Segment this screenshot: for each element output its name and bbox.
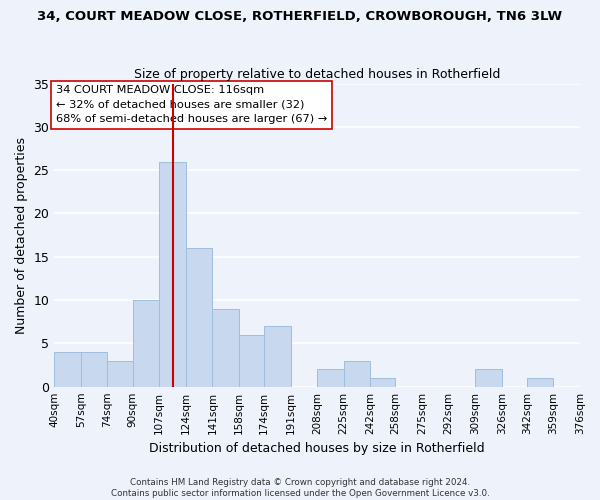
Bar xyxy=(212,308,239,386)
X-axis label: Distribution of detached houses by size in Rotherfield: Distribution of detached houses by size … xyxy=(149,442,485,455)
Title: Size of property relative to detached houses in Rotherfield: Size of property relative to detached ho… xyxy=(134,68,500,81)
Bar xyxy=(475,370,502,386)
Y-axis label: Number of detached properties: Number of detached properties xyxy=(15,136,28,334)
Bar xyxy=(317,370,344,386)
Text: 34 COURT MEADOW CLOSE: 116sqm
← 32% of detached houses are smaller (32)
68% of s: 34 COURT MEADOW CLOSE: 116sqm ← 32% of d… xyxy=(56,86,327,124)
Bar xyxy=(186,248,212,386)
Bar xyxy=(527,378,553,386)
Bar xyxy=(344,360,370,386)
Bar xyxy=(133,300,159,386)
Bar xyxy=(159,162,186,386)
Bar xyxy=(264,326,290,386)
Bar xyxy=(370,378,395,386)
Bar xyxy=(107,360,133,386)
Text: 34, COURT MEADOW CLOSE, ROTHERFIELD, CROWBOROUGH, TN6 3LW: 34, COURT MEADOW CLOSE, ROTHERFIELD, CRO… xyxy=(37,10,563,23)
Bar xyxy=(54,352,81,386)
Bar xyxy=(239,334,264,386)
Bar xyxy=(81,352,107,386)
Text: Contains HM Land Registry data © Crown copyright and database right 2024.
Contai: Contains HM Land Registry data © Crown c… xyxy=(110,478,490,498)
